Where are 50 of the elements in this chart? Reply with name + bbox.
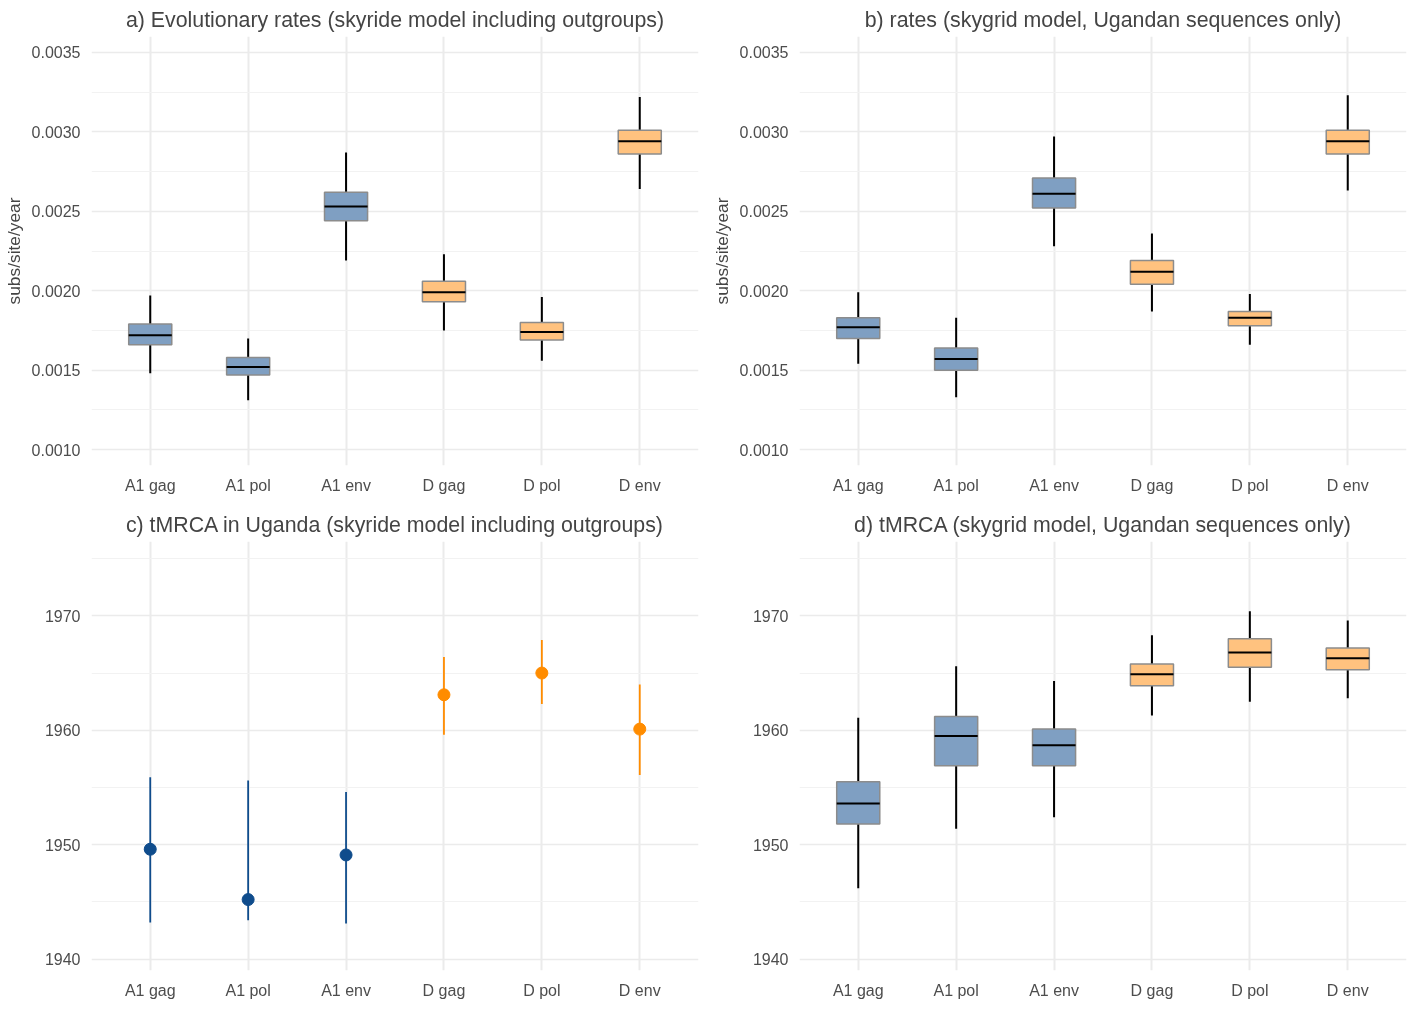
y-tick-label: 0.0015 <box>739 362 789 380</box>
x-tick-label: D gag <box>1130 981 1174 999</box>
x-tick-label: A1 gag <box>832 476 884 494</box>
y-tick-label: 1950 <box>752 836 789 854</box>
x-tick-label: D gag <box>1130 476 1174 494</box>
y-tick-label: 0.0015 <box>31 362 81 380</box>
y-tick-label: 0.0035 <box>31 44 81 62</box>
chart-title: c) tMRCA in Uganda (skyride model including outgroups) <box>125 512 663 537</box>
y-tick-label: 1950 <box>44 836 81 854</box>
chart-title: d) tMRCA (skygrid model, Ugandan sequences only) <box>854 512 1351 537</box>
y-tick-label: 1960 <box>752 722 789 740</box>
y-tick-label: 0.0030 <box>31 123 81 141</box>
x-tick-label: A1 pol <box>225 981 271 999</box>
y-tick-label: 0.0010 <box>31 441 81 459</box>
x-tick-label: A1 env <box>1029 981 1079 999</box>
x-tick-label: A1 gag <box>832 981 884 999</box>
x-tick-label: D pol <box>1231 981 1269 999</box>
y-axis-title: subs/site/year <box>711 197 732 305</box>
y-tick-label: 0.0020 <box>739 282 789 300</box>
y-tick-label: 0.0025 <box>739 203 789 221</box>
x-tick-label: A1 env <box>321 981 371 999</box>
x-tick-label: A1 env <box>1029 476 1079 494</box>
y-tick-label: 0.0020 <box>31 282 81 300</box>
x-tick-label: D env <box>1326 981 1369 999</box>
x-tick-label: A1 pol <box>933 476 979 494</box>
y-tick-label: 0.0025 <box>31 203 81 221</box>
x-tick-label: D env <box>1326 476 1369 494</box>
x-tick-label: D gag <box>422 476 466 494</box>
chart-title: b) rates (skygrid model, Ugandan sequences only) <box>864 7 1342 32</box>
y-tick-label: 1970 <box>44 607 81 625</box>
x-tick-label: D pol <box>523 981 561 999</box>
x-tick-label: A1 gag <box>124 981 176 999</box>
y-tick-label: 1960 <box>44 722 81 740</box>
x-tick-label: D gag <box>422 981 466 999</box>
x-tick-label: D env <box>618 476 661 494</box>
x-tick-label: A1 gag <box>124 476 176 494</box>
x-tick-label: D pol <box>1231 476 1269 494</box>
y-tick-label: 0.0010 <box>739 441 789 459</box>
y-tick-label: 1970 <box>752 607 789 625</box>
y-tick-label: 1940 <box>44 951 81 969</box>
x-tick-label: D pol <box>523 476 561 494</box>
x-tick-label: A1 pol <box>933 981 979 999</box>
x-tick-label: D env <box>618 981 661 999</box>
x-tick-label: A1 env <box>321 476 371 494</box>
y-tick-label: 0.0030 <box>739 123 789 141</box>
y-tick-label: 1940 <box>752 951 789 969</box>
y-tick-label: 0.0035 <box>739 44 789 62</box>
chart-title: a) Evolutionary rates (skyride model including outgroups) <box>125 7 665 32</box>
y-axis-title: subs/site/year <box>3 197 24 305</box>
x-tick-label: A1 pol <box>225 476 271 494</box>
